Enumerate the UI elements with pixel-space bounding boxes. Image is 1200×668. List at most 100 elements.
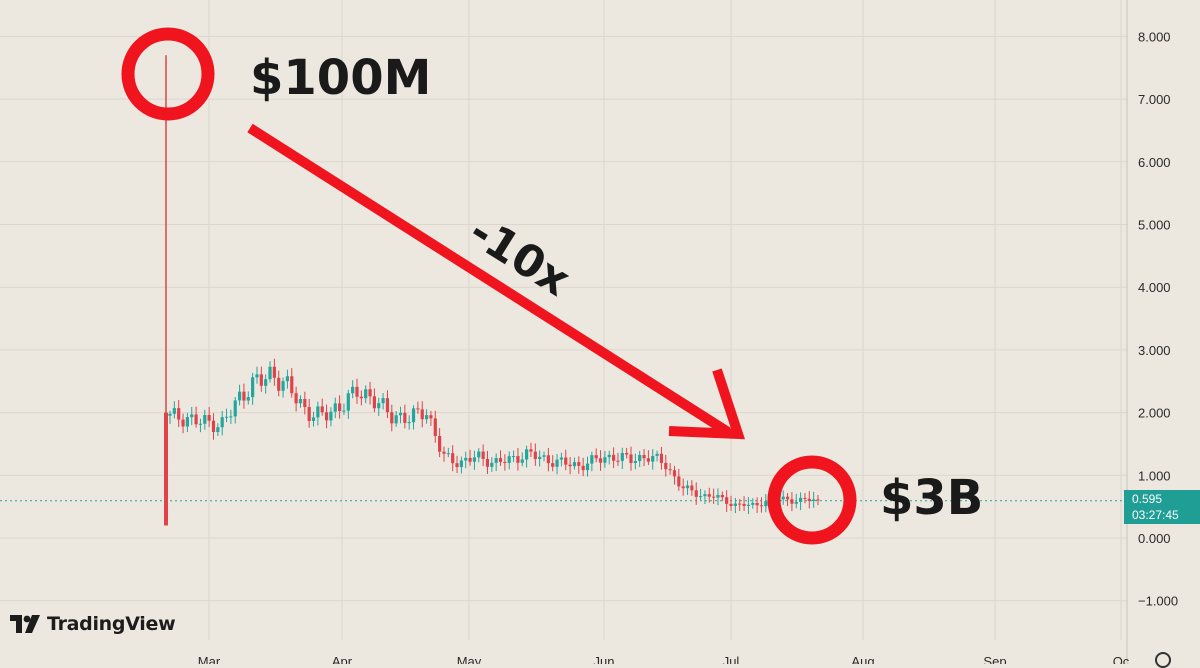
candle-body bbox=[324, 412, 329, 421]
candle-body bbox=[611, 454, 616, 461]
candle-body bbox=[198, 423, 203, 425]
candle-body bbox=[694, 490, 698, 497]
candle-body bbox=[585, 463, 590, 471]
candle-body bbox=[190, 414, 194, 418]
candle-body bbox=[281, 381, 285, 391]
candle-body bbox=[690, 485, 694, 491]
candle-body bbox=[464, 457, 468, 461]
chart-grid bbox=[0, 0, 1127, 640]
candle-body bbox=[812, 499, 816, 501]
candle-body bbox=[481, 451, 485, 459]
candle-body bbox=[259, 374, 263, 386]
bar-countdown: 03:27:45 bbox=[1132, 508, 1179, 522]
candle-body bbox=[311, 417, 316, 422]
y-tick-label: 2.000 bbox=[1138, 406, 1171, 421]
candle-body bbox=[764, 501, 768, 507]
candle-body bbox=[607, 454, 611, 458]
candle-body bbox=[533, 451, 537, 460]
candle-body bbox=[246, 397, 250, 401]
y-tick-label: 7.000 bbox=[1138, 92, 1171, 107]
candle-body bbox=[759, 505, 764, 507]
candle-body bbox=[638, 455, 642, 462]
candle-body bbox=[816, 499, 820, 501]
x-tick-label: Mar bbox=[198, 654, 221, 664]
candle-body bbox=[511, 456, 516, 458]
candle-body bbox=[442, 451, 446, 454]
bottom-label: $3B bbox=[880, 470, 983, 526]
candle-body bbox=[598, 458, 603, 463]
candle-body bbox=[746, 504, 751, 506]
candle-body bbox=[338, 403, 342, 411]
x-tick-label: Jul bbox=[723, 654, 740, 664]
candle-body bbox=[407, 422, 411, 424]
y-tick-label: −1.000 bbox=[1138, 594, 1178, 609]
y-tick-label: 5.000 bbox=[1138, 218, 1171, 233]
candle-body bbox=[438, 435, 442, 452]
candle-body bbox=[707, 494, 711, 497]
price-axis[interactable]: 8.000 7.000 6.000 5.000 4.000 3.000 2.000 1.000… bbox=[1138, 29, 1178, 608]
candle-body bbox=[698, 496, 703, 498]
candle-body bbox=[685, 485, 690, 489]
candle-body bbox=[742, 503, 746, 506]
gear-icon[interactable] bbox=[1155, 652, 1171, 668]
candle-body bbox=[372, 396, 377, 409]
candle-body bbox=[525, 449, 529, 460]
candle-body bbox=[320, 406, 324, 413]
x-tick-label: Apr bbox=[332, 654, 353, 664]
candle-body bbox=[177, 408, 181, 420]
candle-body bbox=[272, 366, 276, 378]
candle-body bbox=[385, 398, 390, 413]
y-tick-label: 3.000 bbox=[1138, 343, 1171, 358]
candle-body bbox=[355, 386, 359, 397]
candle-body bbox=[646, 458, 650, 462]
candle-body bbox=[716, 494, 720, 498]
candle-body bbox=[564, 457, 568, 465]
tradingview-logo[interactable]: TradingView bbox=[10, 611, 176, 637]
candle-body bbox=[720, 494, 724, 498]
candle-body bbox=[346, 393, 350, 411]
candle-body bbox=[516, 456, 520, 463]
candle-body bbox=[342, 410, 346, 412]
candle-body bbox=[568, 464, 572, 467]
candle-body bbox=[164, 412, 168, 526]
tradingview-logo-icon bbox=[10, 615, 40, 633]
candle-body bbox=[616, 460, 620, 462]
candle-body bbox=[651, 455, 655, 462]
y-tick-label: 4.000 bbox=[1138, 280, 1171, 295]
candle-body bbox=[472, 457, 477, 462]
candle-body bbox=[733, 503, 737, 506]
candle-body bbox=[785, 496, 790, 500]
candle-body bbox=[594, 455, 598, 459]
candle-body bbox=[551, 463, 555, 467]
candle-body bbox=[351, 386, 355, 394]
candle-body bbox=[520, 459, 524, 463]
time-axis[interactable]: Mar Apr May Jun Jul Aug Sep Oc bbox=[198, 654, 1130, 664]
candle-body bbox=[429, 415, 433, 419]
candle-body bbox=[237, 391, 242, 401]
candle-body bbox=[664, 462, 668, 470]
candle-body bbox=[446, 453, 450, 455]
candle-body bbox=[381, 398, 385, 404]
candle-body bbox=[398, 412, 403, 416]
candle-body bbox=[799, 497, 803, 502]
candle-body bbox=[577, 462, 581, 466]
candle-body bbox=[194, 414, 198, 425]
candle-body bbox=[620, 452, 624, 461]
candle-body bbox=[329, 411, 333, 421]
candle-body bbox=[420, 409, 424, 420]
candle-body bbox=[403, 412, 407, 423]
candle-body bbox=[298, 399, 303, 404]
candle-body bbox=[359, 396, 363, 399]
candle-body bbox=[451, 453, 455, 464]
candle-body bbox=[203, 415, 207, 424]
candle-body bbox=[477, 451, 481, 458]
candle-body bbox=[559, 457, 564, 460]
candle-body bbox=[790, 499, 794, 504]
candle-body bbox=[529, 449, 533, 452]
trend-arrow-shaft bbox=[247, 123, 731, 437]
candle-body bbox=[751, 502, 755, 505]
trend-arrow-head bbox=[668, 368, 746, 440]
candle-body bbox=[672, 470, 677, 477]
candle-body bbox=[703, 494, 707, 497]
